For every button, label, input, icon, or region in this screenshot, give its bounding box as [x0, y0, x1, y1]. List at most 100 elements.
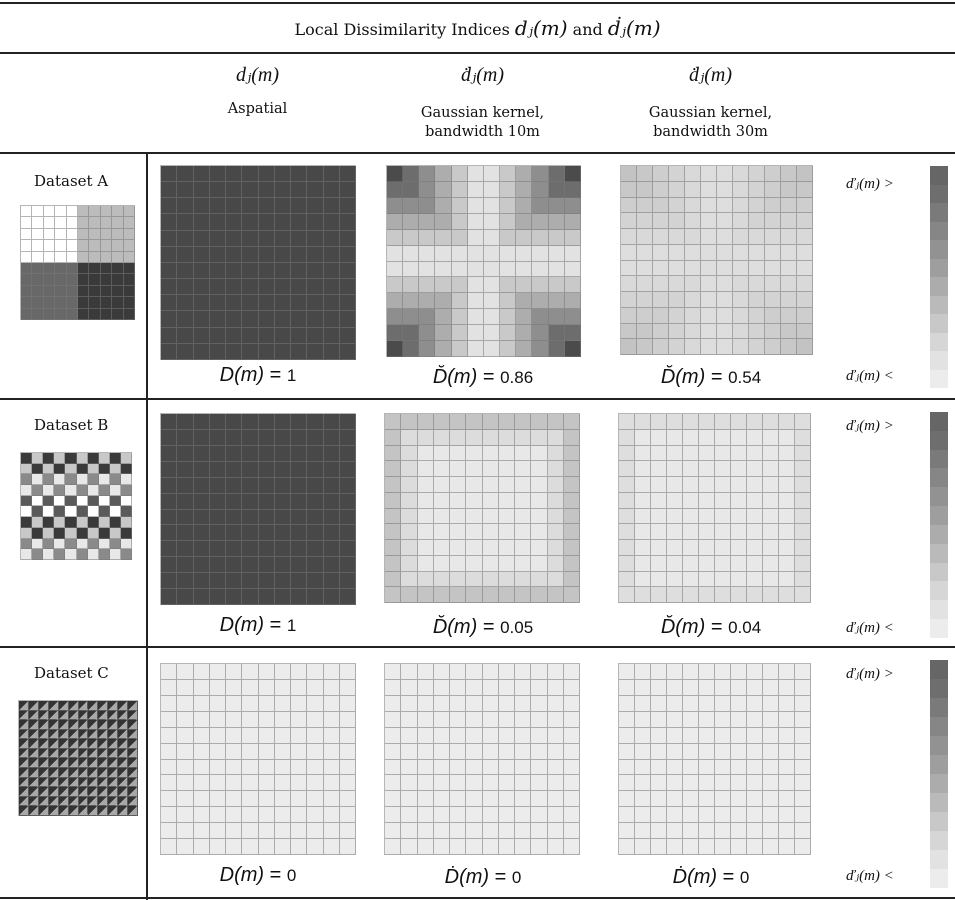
grid-cell — [637, 244, 653, 261]
legend-c-high-label: ďⱼ(m) > — [846, 666, 894, 682]
grid-cell — [781, 260, 797, 277]
grid-cell — [258, 823, 275, 840]
grid-cell — [653, 229, 669, 245]
grid-cell — [323, 477, 340, 494]
grid-cell — [161, 839, 178, 855]
grid-cell — [635, 524, 651, 540]
grid-cell — [667, 679, 683, 696]
grid-cell — [258, 343, 275, 360]
grid-cell — [531, 540, 548, 556]
grid-cell — [38, 701, 49, 711]
grid-cell — [401, 571, 418, 588]
grid-cell — [403, 245, 420, 262]
grid-cell — [98, 806, 109, 816]
grid-cell — [795, 429, 811, 446]
grid-cell — [466, 492, 483, 509]
grid-cell — [731, 727, 747, 744]
grid-cell — [323, 246, 340, 263]
grid-cell — [323, 214, 340, 231]
grid-cell — [291, 573, 308, 590]
grid-cell — [433, 679, 450, 696]
grid-cell — [177, 230, 194, 247]
grid-cell — [564, 197, 581, 214]
legend-swatch — [930, 679, 948, 698]
grid-cell — [763, 791, 779, 808]
grid-cell — [385, 727, 402, 744]
grid-cell — [226, 493, 243, 510]
grid-cell — [619, 587, 635, 603]
grid-cell — [108, 806, 119, 816]
grid-cell — [547, 524, 564, 540]
grid-cell — [653, 197, 669, 214]
legend-swatch — [930, 430, 948, 450]
grid-cell — [653, 166, 669, 182]
grid-cell — [98, 739, 109, 749]
grid-cell — [797, 244, 813, 261]
grid-cell — [89, 297, 101, 309]
grid-cell — [466, 524, 483, 540]
grid-cell — [58, 739, 69, 749]
grid-cell — [619, 775, 635, 792]
grid-cell — [307, 327, 324, 344]
col-header-label-1: Aspatial — [155, 100, 360, 119]
grid-cell — [88, 748, 99, 759]
grid-cell — [795, 679, 811, 696]
grid-cell — [307, 695, 324, 712]
col-header-symbol-3: ḋⱼ(m) — [688, 64, 733, 86]
col-header-symbol-2: ḋⱼ(m) — [460, 64, 505, 86]
grid-cell — [635, 414, 651, 430]
grid-cell — [112, 251, 124, 263]
grid-cell — [43, 527, 55, 539]
grid-cell — [226, 343, 243, 360]
grid-cell — [515, 461, 532, 477]
grid-cell — [619, 711, 635, 728]
grid-cell — [637, 323, 653, 340]
grid-cell — [291, 182, 308, 199]
grid-cell — [401, 429, 418, 446]
grid-cell — [32, 527, 44, 539]
grid-cell — [450, 695, 467, 712]
grid-cell — [401, 679, 418, 696]
formula-lhs: D̆(m) — [432, 366, 478, 388]
grid-cell — [177, 839, 194, 855]
grid-cell — [450, 679, 467, 696]
grid-cell — [100, 251, 113, 263]
grid-cell — [258, 198, 275, 215]
grid-cell — [651, 555, 667, 572]
grid-cell — [466, 679, 483, 696]
legend-swatch — [930, 221, 948, 240]
grid-cell — [387, 261, 404, 278]
grid-cell — [65, 527, 77, 539]
grid-cell — [58, 796, 69, 807]
grid-cell — [635, 823, 651, 840]
legend-swatch — [930, 562, 948, 582]
grid-cell — [274, 525, 291, 542]
grid-cell — [48, 768, 59, 778]
legend-b-high-label: ďⱼ(m) > — [846, 418, 894, 434]
grid-cell — [65, 474, 77, 486]
grid-cell — [433, 445, 450, 462]
grid-cell — [258, 573, 275, 590]
grid-cell — [547, 492, 564, 509]
grid-cell — [258, 461, 275, 478]
grid-cell — [779, 555, 795, 572]
grid-cell — [417, 461, 434, 477]
grid-cell — [112, 206, 124, 218]
grid-cell — [419, 293, 436, 310]
grid-cell — [435, 261, 452, 278]
grid-cell — [89, 217, 101, 229]
grid-cell — [515, 839, 532, 855]
grid-cell — [564, 325, 581, 342]
grid-cell — [763, 414, 779, 430]
grid-cell — [54, 527, 66, 539]
grid-cell — [747, 492, 763, 509]
grid-cell — [667, 461, 683, 477]
grid-cell — [715, 664, 731, 680]
grid-cell — [98, 720, 109, 730]
grid-cell — [68, 758, 79, 769]
grid-cell — [193, 541, 210, 558]
grid-cell — [749, 339, 765, 355]
formula-value: 0.05 — [500, 618, 534, 637]
grid-cell — [515, 727, 532, 744]
grid-cell — [515, 492, 532, 509]
